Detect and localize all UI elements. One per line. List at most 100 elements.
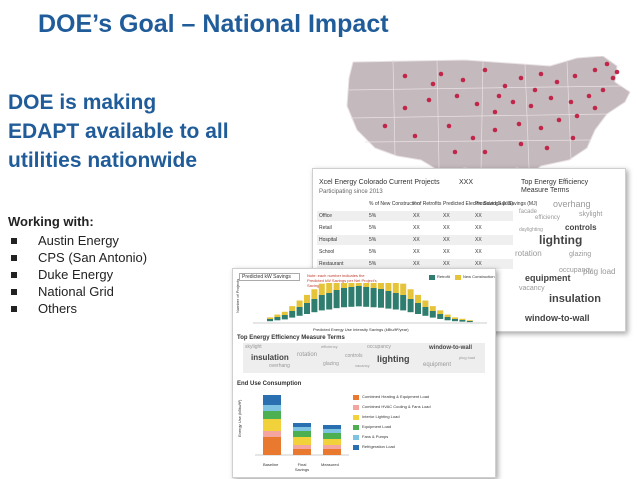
map-dot-icon <box>502 83 508 89</box>
map-dot-icon <box>538 71 544 77</box>
enduse-heading: End Use Consumption <box>237 381 302 387</box>
map-dot-icon <box>402 73 408 79</box>
histogram-bar <box>370 288 377 308</box>
histogram-bar <box>267 317 273 319</box>
table-cell: XX <box>443 213 450 219</box>
map-dot-icon <box>592 105 598 111</box>
partner-label: CPS (San Antonio) <box>38 250 148 265</box>
enduse-bar-segment <box>263 405 281 411</box>
table-cell: XX <box>443 261 450 267</box>
histogram-bar <box>392 293 399 310</box>
legend-label: Retrofit <box>437 274 450 279</box>
map-dot-icon <box>518 141 524 147</box>
histogram-bar <box>348 287 355 307</box>
histogram-bar <box>341 288 347 308</box>
table-cell: School <box>319 249 335 255</box>
enduse-bar-segment <box>293 437 311 445</box>
histogram-bar <box>378 283 384 289</box>
histogram-bar <box>281 311 288 315</box>
table-cell: XX <box>475 261 482 267</box>
map-dot-icon <box>518 75 524 81</box>
histogram-bar <box>311 289 318 299</box>
map-dot-icon <box>474 101 480 107</box>
map-dot-icon <box>454 93 460 99</box>
enduse-bar-segment <box>323 439 341 445</box>
histogram-bar <box>363 283 370 287</box>
bullet-square-icon <box>11 289 17 295</box>
legend-label: Equipment Load <box>362 424 392 429</box>
legend-swatch-icon <box>353 395 359 400</box>
bullet-square-icon <box>11 238 17 244</box>
table-cell: XX <box>475 237 482 243</box>
map-dot-icon <box>568 99 574 105</box>
table-cell: XX <box>413 225 420 231</box>
histogram-bar <box>400 295 407 311</box>
histogram-bar <box>274 317 281 321</box>
projects-title: Xcel Energy Colorado Current Projects <box>319 179 440 186</box>
us-map-icon <box>346 56 631 175</box>
enduse-chart <box>255 395 349 456</box>
partner-item: Duke Energy <box>8 266 147 283</box>
map-dot-icon <box>528 103 534 109</box>
table-cell: XX <box>475 213 482 219</box>
histogram-bar <box>333 283 340 290</box>
term: lighting <box>539 233 583 247</box>
histogram-bar <box>326 293 333 310</box>
enduse-bar-segment <box>293 449 311 455</box>
partner-item: National Grid <box>8 283 147 300</box>
partner-label: Duke Energy <box>38 267 114 282</box>
histogram-bar <box>296 307 303 316</box>
histogram-chart <box>253 283 487 324</box>
savings-dropdown[interactable]: Predicted kW Savings <box>239 273 300 281</box>
table-row <box>317 211 513 221</box>
map-dot-icon <box>592 67 598 73</box>
histogram-bar <box>459 318 466 320</box>
partners-block: Working with: Austin Energy CPS (San Ant… <box>8 214 147 317</box>
map-dot-icon <box>412 133 418 139</box>
map-dot-icon <box>426 97 432 103</box>
map-dot-icon <box>492 127 498 133</box>
legend-swatch-icon <box>353 415 359 420</box>
legend-swatch-icon <box>353 445 359 450</box>
term: efficiency <box>321 344 338 349</box>
legend-label: Combined Heating & Equipment Load <box>362 394 430 399</box>
legend-label: Fans & Pumps <box>362 434 389 439</box>
table-cell: XX <box>443 237 450 243</box>
col-header: # of Retrofits <box>413 201 442 207</box>
table-cell: Hospital <box>319 237 338 243</box>
term: overhang <box>553 199 591 209</box>
term: skylight <box>579 211 603 218</box>
table-cell: XX <box>413 249 420 255</box>
partners-heading: Working with: <box>8 214 94 229</box>
legend-label: Refrigeration Load <box>362 444 395 449</box>
word-cloud-panel: skylight efficiency occupancy window-to-… <box>243 343 485 373</box>
table-cell: 5% <box>369 213 377 219</box>
histogram-bar <box>385 291 392 309</box>
enduse-bar-segment <box>263 431 281 437</box>
term: rotation <box>515 249 542 258</box>
term: equipment <box>423 362 452 368</box>
map-dot-icon <box>554 79 560 85</box>
histogram-bar <box>318 283 325 295</box>
partner-item: Austin Energy <box>8 232 147 249</box>
projects-title-suffix: XXX <box>459 179 474 186</box>
table-row <box>317 235 513 245</box>
term: controls <box>345 353 363 359</box>
term: glazing <box>323 361 339 367</box>
map-dot-icon <box>548 95 554 101</box>
table-cell: XX <box>443 249 450 255</box>
table-cell: XX <box>475 249 482 255</box>
legend-swatch-icon <box>353 425 359 430</box>
enduse-bar-segment <box>323 425 341 429</box>
map-dot-icon <box>556 117 562 123</box>
histogram-bar <box>289 306 296 311</box>
map-dot-icon <box>460 77 466 83</box>
lead-line-1: DOE is making <box>8 91 157 114</box>
enduse-bar-segment <box>263 419 281 431</box>
histogram-bar <box>348 283 355 287</box>
map-dot-icon <box>610 75 616 81</box>
table-cell: 5% <box>369 249 377 255</box>
legend-swatch-icon <box>455 275 461 280</box>
legend-swatch-icon <box>353 405 359 410</box>
partner-label: National Grid <box>38 284 114 299</box>
